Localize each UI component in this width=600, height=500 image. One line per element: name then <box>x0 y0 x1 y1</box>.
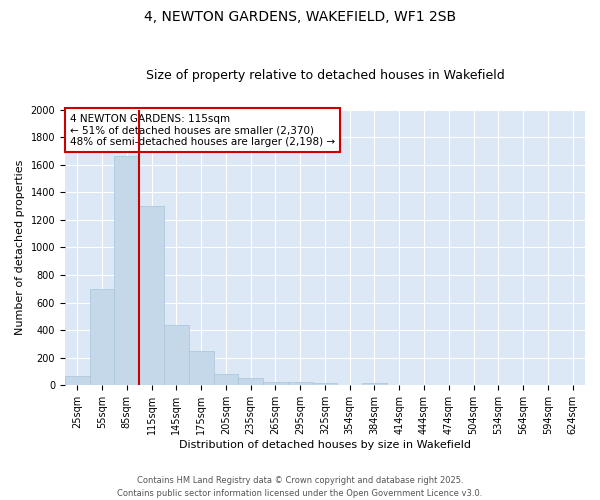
X-axis label: Distribution of detached houses by size in Wakefield: Distribution of detached houses by size … <box>179 440 471 450</box>
Bar <box>115 156 139 386</box>
Bar <box>263 382 288 386</box>
Bar <box>65 376 89 386</box>
Bar <box>214 374 238 386</box>
Bar <box>189 351 214 386</box>
Text: 4, NEWTON GARDENS, WAKEFIELD, WF1 2SB: 4, NEWTON GARDENS, WAKEFIELD, WF1 2SB <box>144 10 456 24</box>
Bar <box>288 382 313 386</box>
Y-axis label: Number of detached properties: Number of detached properties <box>15 160 25 335</box>
Text: Contains HM Land Registry data © Crown copyright and database right 2025.
Contai: Contains HM Land Registry data © Crown c… <box>118 476 482 498</box>
Title: Size of property relative to detached houses in Wakefield: Size of property relative to detached ho… <box>146 69 505 82</box>
Bar <box>238 378 263 386</box>
Bar <box>139 206 164 386</box>
Bar <box>313 382 337 386</box>
Bar <box>89 289 115 386</box>
Bar <box>164 324 189 386</box>
Text: 4 NEWTON GARDENS: 115sqm
← 51% of detached houses are smaller (2,370)
48% of sem: 4 NEWTON GARDENS: 115sqm ← 51% of detach… <box>70 114 335 147</box>
Bar <box>362 384 387 386</box>
